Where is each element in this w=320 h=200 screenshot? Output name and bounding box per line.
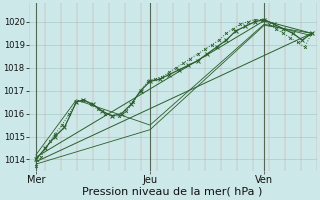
- X-axis label: Pression niveau de la mer( hPa ): Pression niveau de la mer( hPa ): [83, 187, 263, 197]
